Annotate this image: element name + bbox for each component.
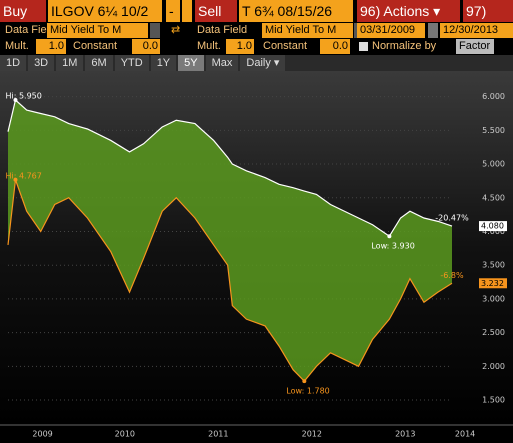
security-field[interactable]: T 6¾ 08/15/26 (239, 0, 353, 22)
low-label: Low: 1.780 (286, 387, 329, 396)
calendar-icon[interactable] (428, 23, 438, 38)
actions-menu[interactable]: 96) Actions ▾ (357, 0, 460, 22)
low-marker (302, 379, 307, 384)
label: Normalize by (372, 40, 437, 52)
frequency-select[interactable]: Daily ▾ (240, 55, 286, 71)
dropdown[interactable] (182, 0, 192, 22)
y-tick-label: 2.000 (482, 362, 505, 371)
x-tick-label: 2014 (455, 430, 475, 439)
period-button[interactable]: 1Y (150, 55, 177, 71)
y-tick-label: 3.000 (482, 294, 505, 303)
series-line (7, 179, 453, 383)
y-tick-label: 5.500 (482, 126, 505, 135)
y-tick-label: 2.500 (482, 328, 505, 337)
label: Constant (263, 40, 308, 52)
low-label: Low: 3.930 (371, 242, 414, 251)
sell-button[interactable]: Sell (195, 0, 237, 22)
y-tick-label: 5.000 (482, 160, 505, 169)
input[interactable]: 1.0 (226, 39, 254, 54)
label: Data Field (5, 24, 48, 36)
hi-label: Hi: 4.767 (5, 171, 41, 180)
x-tick-label: 2011 (208, 430, 228, 439)
field-select[interactable]: Mid Yield To M (47, 23, 148, 38)
hi-marker (13, 97, 18, 102)
change-label: -20.47% (435, 214, 469, 223)
menu-button[interactable]: 97) (463, 0, 513, 22)
period-bar: 1D 3D 1M 6M YTD 1Y 5Y Max Daily ▾ (0, 55, 513, 71)
label: Constant (73, 40, 118, 52)
label: Data Field (197, 24, 248, 36)
hi-marker (13, 177, 18, 182)
minus-button[interactable]: - (166, 0, 180, 22)
chart: 6.000 5.500 5.000 4.500 4.000 3.500 3.000 2.500… (0, 71, 513, 439)
last-value-box (479, 221, 507, 232)
swap-icon[interactable]: ⇄ (171, 24, 181, 36)
factor-select[interactable]: Factor (456, 39, 494, 54)
hi-label: Hi: 5.950 (5, 91, 41, 100)
period-button[interactable]: 3D (28, 55, 55, 71)
y-tick-label: 3.500 (482, 261, 505, 270)
input[interactable]: 0.0 (132, 39, 160, 54)
period-button[interactable]: YTD (114, 55, 149, 71)
last-value-label: 4.080 (481, 222, 504, 231)
period-button[interactable]: 1D (0, 55, 27, 71)
dropdown[interactable] (354, 23, 357, 38)
label: Mult. (197, 40, 221, 52)
change-label: -6.8% (440, 271, 464, 280)
y-tick-label: 1.500 (482, 396, 505, 405)
checkbox[interactable] (359, 42, 368, 51)
field-select[interactable]: Mid Yield To M (262, 23, 353, 38)
input[interactable]: 1.0 (36, 39, 66, 54)
spread-fill (8, 99, 452, 382)
x-tick-label: 2009 (32, 430, 52, 439)
y-tick-label: 4.500 (482, 193, 505, 202)
period-button[interactable]: 5Y (178, 55, 204, 71)
end-date[interactable]: 12/30/2013 (440, 23, 513, 38)
x-tick-label: 2013 (395, 430, 415, 439)
toolbar-row: Mult. 1.0 Constant 0.0 Mult. 1.0 Constan… (0, 39, 513, 54)
toolbar-row: Buy ILGOV 6¼ 10/2 - Sell T 6¾ 08/15/26 9… (0, 0, 513, 22)
buy-button[interactable]: Buy (0, 0, 46, 22)
label: Mult. (5, 40, 29, 52)
dropdown[interactable] (150, 23, 160, 38)
low-marker (387, 234, 392, 239)
series-line (7, 98, 453, 238)
input[interactable]: 0.0 (320, 39, 350, 54)
security-field[interactable]: ILGOV 6¼ 10/2 (48, 0, 162, 22)
x-tick-label: 2010 (115, 430, 135, 439)
period-button[interactable]: 1M (56, 55, 84, 71)
y-tick-label: 6.000 (482, 92, 505, 101)
period-button[interactable]: 6M (85, 55, 113, 71)
last-value-label: 3.232 (481, 279, 504, 288)
y-tick-label: 4.000 (482, 227, 505, 236)
period-button[interactable]: Max (205, 55, 239, 71)
last-value-box (479, 278, 507, 289)
x-tick-label: 2012 (302, 430, 322, 439)
start-date[interactable]: 03/31/2009 (357, 23, 425, 38)
toolbar-row: Data Field Mid Yield To M ⇄ Data Field M… (0, 23, 513, 38)
